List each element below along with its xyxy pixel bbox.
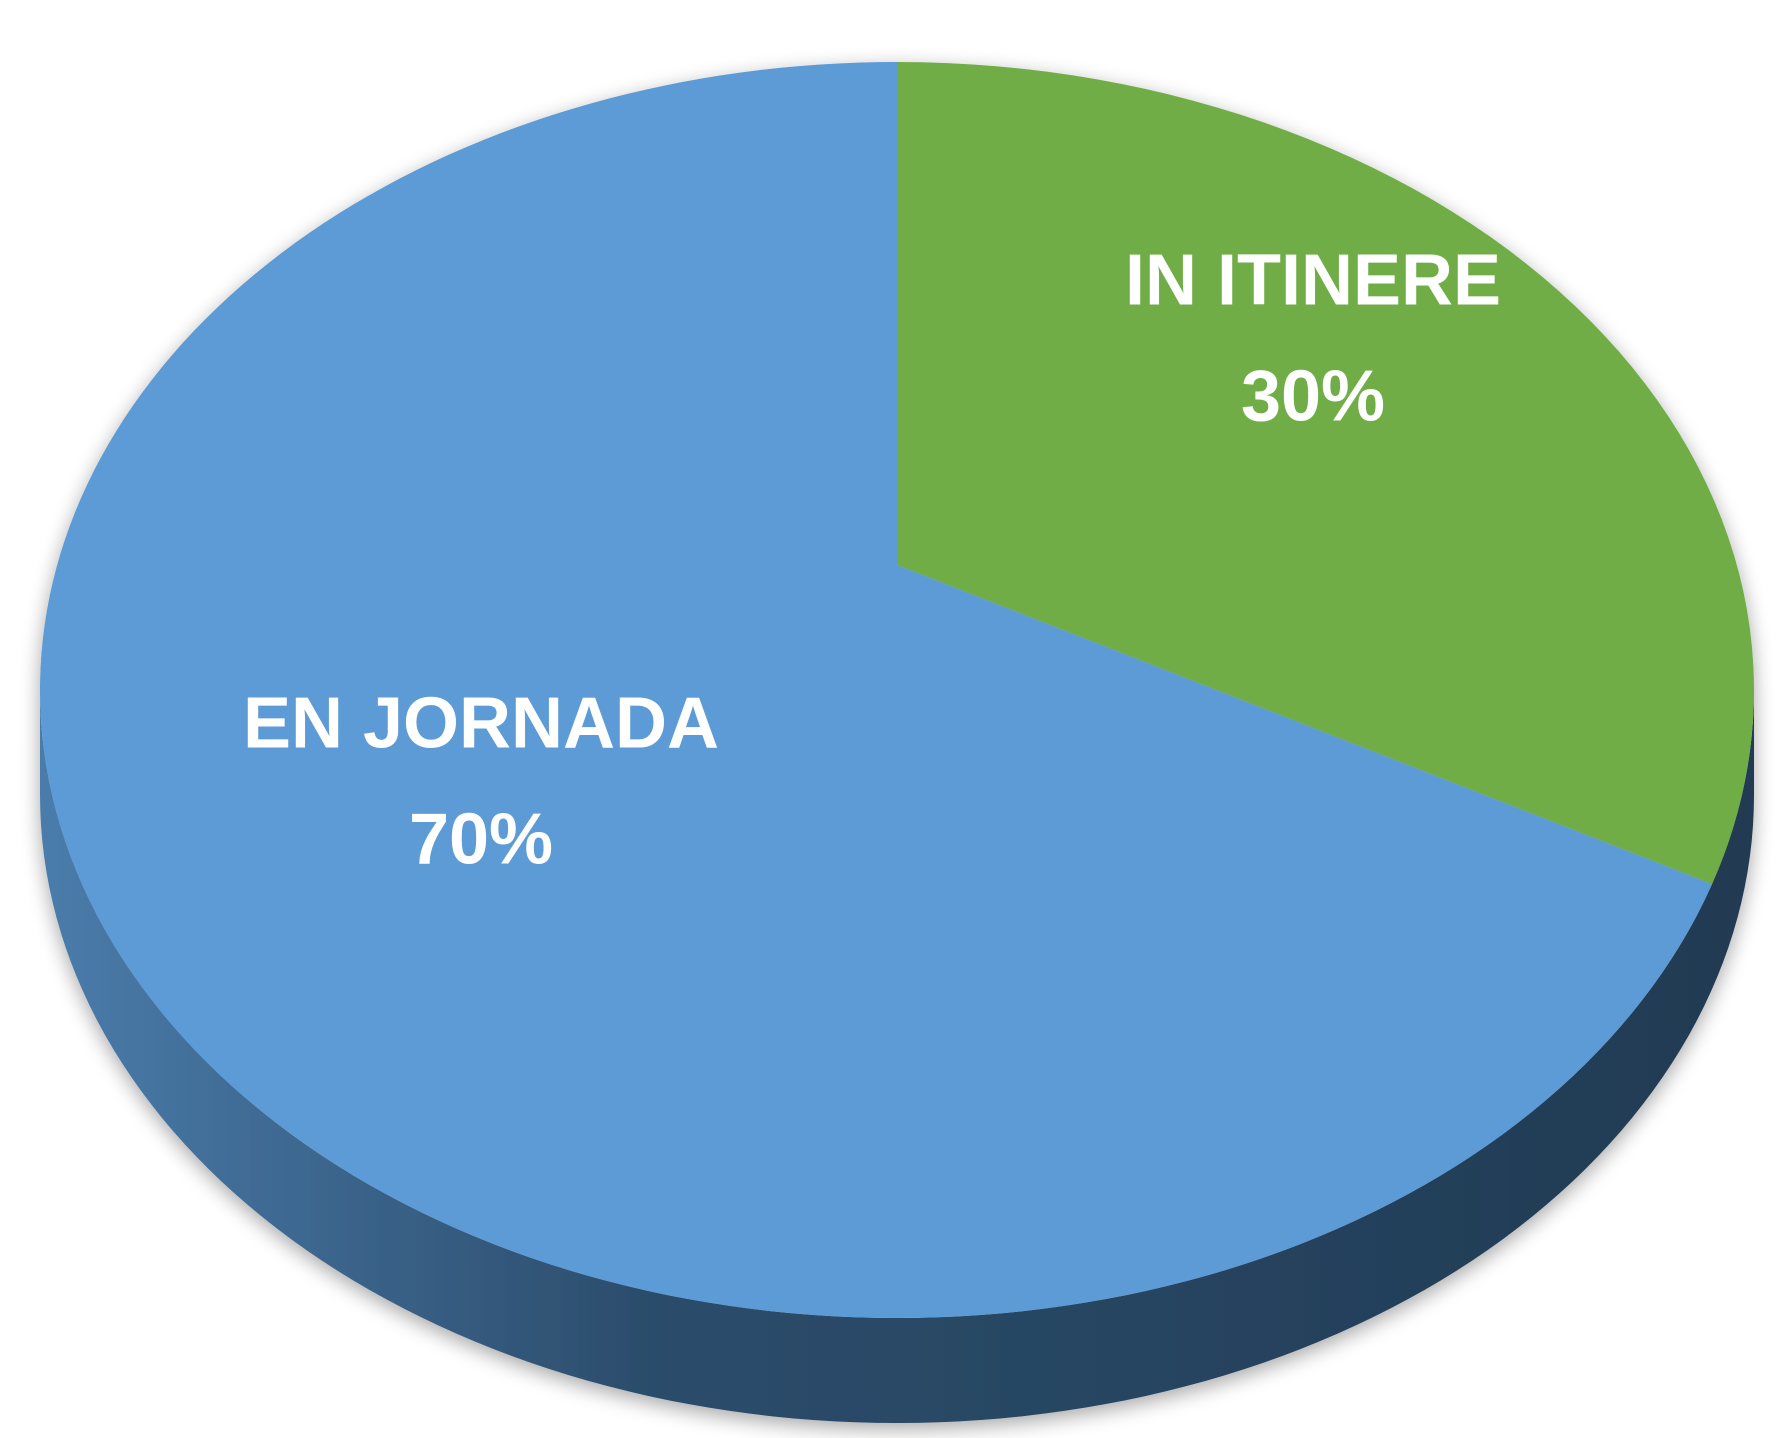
pie <box>39 62 1754 1423</box>
slice-value-label: 30% <box>1241 357 1385 437</box>
slice-label: EN JORNADA <box>243 683 719 763</box>
slice-label: IN ITINERE <box>1125 241 1501 321</box>
slice-value-label: 70% <box>409 799 553 879</box>
pie-slice <box>897 62 1754 885</box>
pie-side <box>40 690 1754 1423</box>
pie-slice <box>39 62 1713 1318</box>
